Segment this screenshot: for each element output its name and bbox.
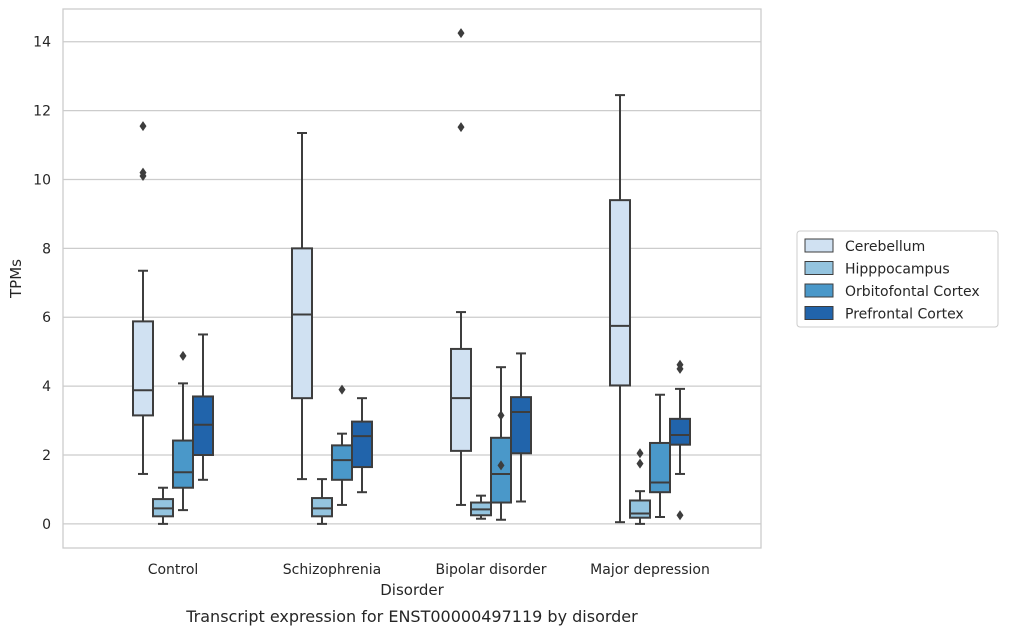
legend-swatch [804, 283, 834, 298]
box-hipppocampus [629, 448, 651, 525]
x-tick-label: Control [148, 562, 199, 578]
y-axis-label: TPMs [7, 259, 25, 299]
iqr-box [609, 199, 631, 387]
x-axis-label: Disorder [380, 581, 444, 599]
iqr-box [510, 396, 532, 455]
box-cerebellum [609, 94, 631, 524]
box-orbitofontal-cortex [490, 366, 512, 521]
y-tick-label: 2 [42, 448, 51, 464]
box-prefrontal-cortex [192, 333, 214, 481]
x-axis-ticks: Control Schizophrenia Bipolar disorder Majo… [148, 562, 710, 578]
legend-label: Orbitofontal Cortex [845, 284, 980, 300]
y-tick-label: 8 [42, 241, 51, 257]
y-axis-ticks: 0 2 4 6 8 10 12 14 [33, 35, 51, 533]
iqr-box [192, 395, 214, 457]
plot-frame [62, 8, 762, 549]
box-prefrontal-cortex [510, 352, 532, 503]
box-orbitofontal-cortex [331, 384, 353, 506]
legend: Cerebellum Hipppocampus Orbitofontal Corte… [796, 230, 999, 328]
box-cerebellum [132, 121, 154, 475]
y-tick-label: 0 [42, 517, 51, 533]
box-prefrontal-cortex [669, 359, 691, 521]
iqr-box [450, 347, 472, 452]
outlier-point [179, 350, 187, 361]
legend-swatch [804, 238, 834, 253]
y-tick-label: 14 [33, 35, 51, 51]
outlier-point [139, 121, 147, 132]
outlier-point [636, 458, 644, 469]
outlier-point [676, 510, 684, 521]
legend-swatch [804, 306, 834, 320]
legend-swatch [804, 261, 834, 275]
legend-frame [796, 230, 999, 328]
x-tick-label: Bipolar disorder [435, 562, 546, 578]
chart-caption: Transcript expression for ENST0000049711… [185, 607, 638, 626]
box-hipppocampus [311, 478, 333, 525]
iqr-box [351, 420, 373, 469]
box-orbitofontal-cortex [172, 350, 194, 512]
outlier-point [497, 410, 505, 421]
box-orbitofontal-cortex [649, 393, 671, 519]
y-tick-label: 4 [42, 379, 51, 395]
legend-label: Hipppocampus [845, 262, 950, 278]
outlier-point [636, 448, 644, 459]
boxes [132, 28, 691, 525]
iqr-box [172, 439, 194, 489]
box-cerebellum [450, 28, 472, 506]
legend-label: Cerebellum [845, 239, 925, 255]
y-tick-label: 10 [33, 172, 51, 188]
x-tick-label: Major depression [590, 562, 710, 578]
iqr-box [291, 247, 313, 400]
iqr-box [669, 417, 691, 446]
y-tick-label: 12 [33, 104, 51, 120]
iqr-box [649, 441, 671, 494]
outlier-point [139, 167, 147, 178]
box-prefrontal-cortex [351, 397, 373, 494]
outlier-point [457, 122, 465, 133]
outlier-point [497, 460, 505, 471]
outlier-point [338, 384, 346, 395]
outlier-point [457, 28, 465, 39]
x-tick-label: Schizophrenia [283, 562, 381, 578]
legend-label: Prefrontal Cortex [845, 307, 964, 323]
iqr-box [311, 497, 333, 518]
iqr-box [629, 499, 651, 519]
box-hipppocampus [470, 494, 492, 520]
y-tick-label: 6 [42, 310, 51, 326]
iqr-box [331, 444, 353, 481]
box-cerebellum [291, 131, 313, 481]
box-hipppocampus [152, 486, 174, 525]
outlier-point [676, 359, 684, 370]
iqr-box [132, 320, 154, 417]
